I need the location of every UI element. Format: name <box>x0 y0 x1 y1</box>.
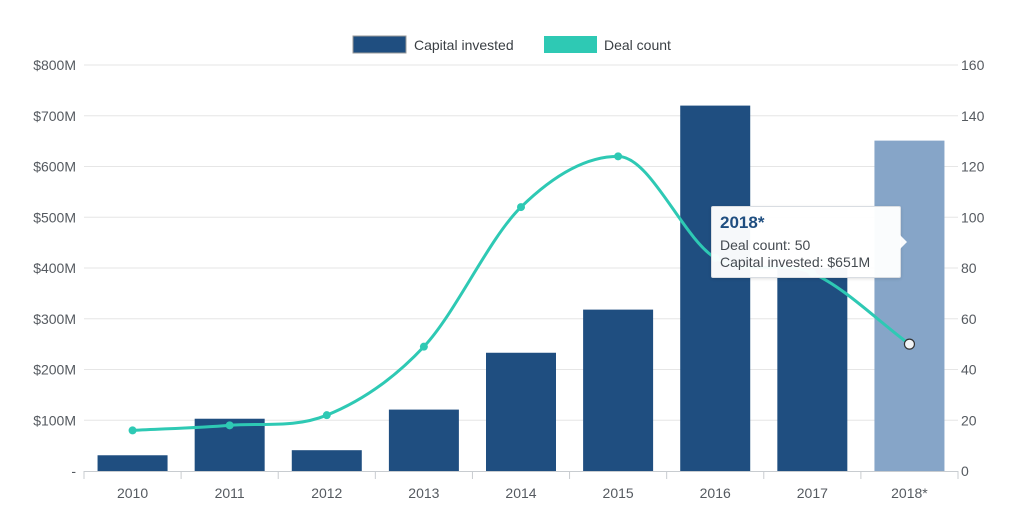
deal-count-point <box>128 426 137 435</box>
y-left-tick-label: $200M <box>33 362 76 378</box>
deal-count-point <box>517 203 525 212</box>
axes: - $100M $200M $300M $400M $500M $600M $700M $800… <box>33 57 984 501</box>
x-tick-label: 2013 <box>408 485 439 501</box>
deal-count-point <box>419 342 428 351</box>
tooltip-capital-invested: Capital invested: $651M <box>720 254 871 270</box>
tooltip-title: 2018* <box>720 213 765 232</box>
tooltip-deal-count: Deal count: 50 <box>720 237 811 253</box>
legend: Capital invested Deal count <box>352 35 671 54</box>
bar <box>97 455 168 471</box>
legend-swatch-deal-count <box>544 36 597 53</box>
y-right-tick-label: 0 <box>961 463 969 479</box>
x-tick-label: 2014 <box>505 485 536 501</box>
x-tick-label: 2010 <box>117 485 148 501</box>
bar <box>874 140 945 471</box>
y-left-tick-label: $800M <box>33 57 76 73</box>
bars <box>97 105 945 471</box>
x-tick-label: 2016 <box>700 485 731 501</box>
deal-count-point <box>225 421 234 430</box>
y-left-tick-label: $500M <box>33 209 76 225</box>
y-right-tick-label: 40 <box>961 362 977 378</box>
x-tick-label: 2011 <box>215 485 245 501</box>
y-right-tick-label: 120 <box>961 159 985 175</box>
y-right-tick-label: 100 <box>961 209 985 225</box>
deal-count-point <box>614 152 623 161</box>
y-left-tick-label: $600M <box>33 159 76 175</box>
legend-swatch-capital-invested <box>352 35 407 54</box>
y-left-tick-label: $400M <box>33 260 76 276</box>
bar <box>777 268 848 471</box>
deal-count-point <box>903 338 916 350</box>
y-right-tick-label: 80 <box>961 260 977 276</box>
legend-label-deal-count: Deal count <box>604 37 671 53</box>
x-tick-label: 2017 <box>797 485 828 501</box>
bar <box>291 450 362 471</box>
deal-count-point <box>322 411 331 420</box>
y-left-tick-label: $700M <box>33 108 76 124</box>
y-left-tick-label: $100M <box>33 412 76 428</box>
x-tick-label: 2015 <box>603 485 634 501</box>
grid-lines <box>84 64 958 421</box>
y-right-tick-label: 160 <box>961 57 985 73</box>
bar <box>486 352 556 471</box>
legend-label-capital-invested: Capital invested <box>414 37 514 53</box>
tooltip: 2018* Deal count: 50 Capital invested: $… <box>711 206 907 278</box>
y-right-tick-label: 20 <box>961 412 977 428</box>
x-tick-label: 2018* <box>891 485 928 501</box>
y-right-tick-label: 140 <box>961 108 985 124</box>
x-tick-label: 2012 <box>311 485 342 501</box>
bar <box>680 105 751 471</box>
y-left-tick-label: - <box>71 463 76 479</box>
bar <box>388 409 459 471</box>
bar <box>583 309 654 471</box>
y-left-tick-label: $300M <box>33 311 76 327</box>
y-right-tick-label: 60 <box>961 311 977 327</box>
